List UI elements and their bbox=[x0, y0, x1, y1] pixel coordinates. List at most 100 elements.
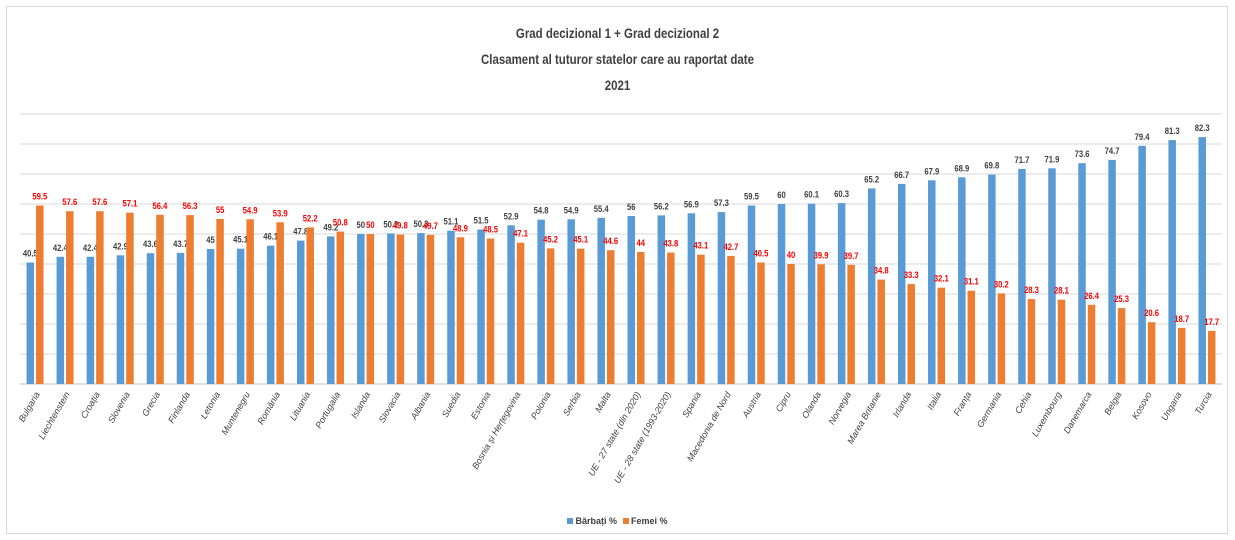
bar-femei bbox=[216, 219, 224, 384]
bar-barbati bbox=[86, 256, 95, 384]
data-label-femei: 17.7 bbox=[1204, 316, 1219, 327]
data-label-femei: 32.1 bbox=[934, 273, 949, 284]
data-label-femei: 39.9 bbox=[814, 250, 829, 261]
category-label: Slovenia bbox=[106, 390, 132, 425]
category-label: UE - 28 state (1993-2020) bbox=[612, 390, 673, 485]
bar-femei bbox=[156, 214, 164, 384]
bar-femei bbox=[516, 242, 525, 384]
bar-femei bbox=[396, 234, 405, 384]
category-label: Cehia bbox=[1013, 390, 1033, 415]
data-label-barbati: 74.7 bbox=[1105, 145, 1120, 156]
data-label-barbati: 56.9 bbox=[684, 199, 699, 210]
chart-title-line-2: Clasament al tuturor statelor care au ra… bbox=[480, 51, 755, 67]
data-label-barbati: 57.3 bbox=[714, 197, 729, 208]
bar-barbati bbox=[56, 256, 65, 384]
bar-femei bbox=[36, 205, 44, 384]
data-label-barbati: 68.9 bbox=[954, 163, 969, 174]
data-label-barbati: 67.9 bbox=[924, 166, 939, 177]
data-label-femei: 49.8 bbox=[393, 220, 408, 231]
bar-barbati bbox=[447, 230, 455, 384]
bar-barbati bbox=[1018, 168, 1026, 384]
data-label-femei: 45.1 bbox=[573, 234, 588, 245]
category-label: Turcia bbox=[1193, 390, 1214, 416]
data-label-femei: 44.6 bbox=[603, 236, 618, 247]
bar-barbati bbox=[867, 188, 876, 384]
category-label: Luxembourg bbox=[1030, 390, 1064, 438]
data-label-barbati: 43.6 bbox=[143, 239, 158, 250]
category-label: Belgia bbox=[1102, 390, 1123, 417]
data-label-femei: 34.8 bbox=[874, 265, 889, 276]
data-label-barbati: 50.2 bbox=[383, 219, 398, 230]
category-label: Irlanda bbox=[891, 390, 913, 419]
data-label-femei: 57.6 bbox=[92, 197, 107, 208]
bar-barbati bbox=[357, 234, 365, 384]
bar-barbati bbox=[507, 225, 515, 384]
data-label-barbati: 42.4 bbox=[83, 242, 98, 253]
data-label-barbati: 79.4 bbox=[1135, 131, 1150, 142]
data-label-barbati: 50 bbox=[357, 219, 366, 230]
data-label-femei: 28.3 bbox=[1024, 284, 1039, 295]
bar-femei bbox=[336, 231, 345, 384]
chart-legend: Bărbați % Femei % bbox=[0, 516, 1235, 526]
category-label: Portugalia bbox=[313, 390, 342, 430]
category-label: Malta bbox=[593, 390, 613, 414]
data-label-barbati: 59.5 bbox=[744, 191, 759, 202]
bar-barbati bbox=[897, 183, 906, 384]
data-label-barbati: 50.3 bbox=[413, 218, 428, 229]
bar-barbati bbox=[1048, 168, 1056, 384]
bar-barbati bbox=[567, 219, 575, 384]
category-label: Bulgaria bbox=[17, 390, 42, 424]
bar-femei bbox=[1057, 299, 1066, 384]
category-label: Lituania bbox=[288, 390, 312, 422]
legend-item-barbati: Bărbați % bbox=[567, 516, 617, 526]
data-label-barbati: 60.1 bbox=[804, 189, 819, 200]
data-label-femei: 57.6 bbox=[62, 197, 77, 208]
bar-femei bbox=[276, 222, 284, 384]
category-label: UE - 27 state (din 2020) bbox=[586, 390, 642, 478]
data-label-femei: 43.8 bbox=[663, 238, 678, 249]
data-label-barbati: 60 bbox=[777, 189, 786, 200]
bar-barbati bbox=[537, 219, 545, 384]
data-label-femei: 53.9 bbox=[273, 208, 288, 219]
data-label-femei: 56.4 bbox=[153, 200, 168, 211]
data-label-femei: 44 bbox=[637, 237, 646, 248]
bar-femei bbox=[967, 290, 976, 384]
bar-barbati bbox=[417, 233, 425, 384]
category-label: Croația bbox=[79, 390, 102, 420]
category-label: Suedia bbox=[440, 390, 463, 419]
data-label-barbati: 51.5 bbox=[474, 215, 489, 226]
data-label-barbati: 51.1 bbox=[444, 216, 459, 227]
category-label: Franța bbox=[952, 390, 974, 418]
bar-femei bbox=[306, 227, 314, 384]
category-label: Liechtenstein bbox=[37, 390, 72, 441]
data-label-barbati: 82.3 bbox=[1195, 122, 1210, 133]
data-label-barbati: 54.9 bbox=[564, 205, 579, 216]
data-label-barbati: 71.9 bbox=[1045, 154, 1060, 165]
bar-barbati bbox=[657, 215, 666, 384]
bar-barbati bbox=[687, 213, 696, 384]
bar-femei bbox=[787, 264, 795, 384]
bar-femei bbox=[697, 254, 705, 384]
data-label-femei: 52.2 bbox=[303, 213, 318, 224]
category-label: Kosovo bbox=[1130, 390, 1154, 421]
bar-barbati bbox=[26, 262, 35, 384]
chart-title-line-3: 2021 bbox=[604, 77, 631, 93]
data-label-femei: 54.9 bbox=[243, 205, 258, 216]
chart-title-line-1: Grad decizional 1 + Grad decizional 2 bbox=[515, 25, 720, 41]
data-label-barbati: 56 bbox=[627, 201, 636, 212]
category-label: Danemarca bbox=[1062, 390, 1094, 435]
bar-barbati bbox=[477, 229, 485, 384]
bar-femei bbox=[667, 252, 675, 384]
bar-femei bbox=[1177, 327, 1186, 384]
data-label-barbati: 45 bbox=[206, 234, 215, 245]
bar-barbati bbox=[597, 217, 605, 384]
category-label: Estonia bbox=[469, 390, 493, 421]
data-label-barbati: 69.8 bbox=[984, 160, 999, 171]
bar-barbati bbox=[266, 245, 275, 384]
data-label-barbati: 65.2 bbox=[864, 174, 879, 185]
data-label-barbati: 47.8 bbox=[293, 226, 308, 237]
bar-femei bbox=[486, 238, 495, 384]
legend-swatch-barbati bbox=[567, 518, 574, 524]
data-label-femei: 39.7 bbox=[844, 250, 859, 261]
data-label-femei: 57.1 bbox=[122, 198, 137, 209]
